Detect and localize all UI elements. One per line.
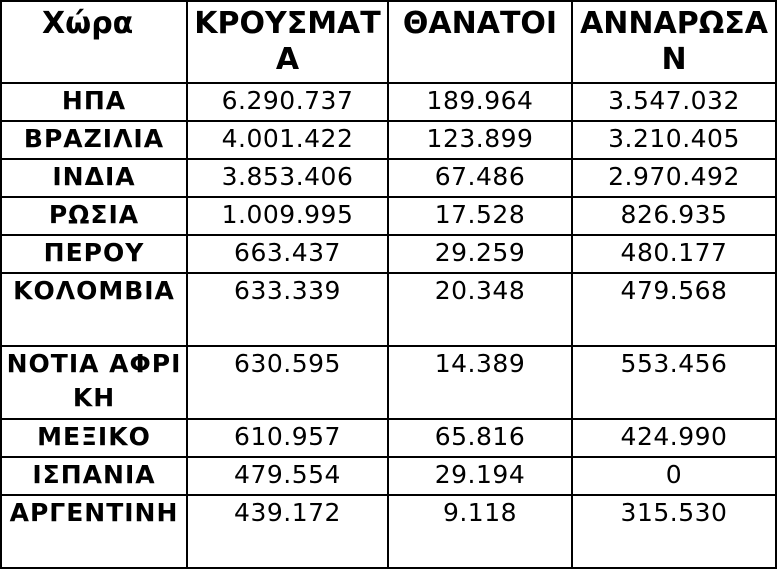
- country-cell: ΗΠΑ: [0, 82, 188, 122]
- header-country: Χώρα: [0, 0, 188, 84]
- country-cell: ΑΡΓΕΝΤΙΝΗ: [0, 494, 188, 569]
- deaths-cell: 189.964: [387, 82, 573, 122]
- country-cell: ΙΝΔΙΑ: [0, 158, 188, 198]
- table-row: ΠΕΡΟΥ 663.437 29.259 480.177: [0, 234, 777, 274]
- deaths-cell: 29.259: [387, 234, 573, 274]
- cases-cell: 439.172: [186, 494, 389, 569]
- table-row: ΙΝΔΙΑ 3.853.406 67.486 2.970.492: [0, 158, 777, 198]
- deaths-cell: 67.486: [387, 158, 573, 198]
- cases-cell: 6.290.737: [186, 82, 389, 122]
- table-row: ΒΡΑΖΙΛΙΑ 4.001.422 123.899 3.210.405: [0, 120, 777, 160]
- deaths-cell: 14.389: [387, 345, 573, 420]
- table-row: ΚΟΛΟΜΒΙΑ 633.339 20.348 479.568: [0, 272, 777, 347]
- cases-cell: 663.437: [186, 234, 389, 274]
- header-deaths: ΘΑΝΑΤΟΙ: [387, 0, 573, 84]
- recovered-cell: 553.456: [571, 345, 777, 420]
- country-cell: ΜΕΞΙΚΟ: [0, 418, 188, 458]
- table-body: ΗΠΑ 6.290.737 189.964 3.547.032 ΒΡΑΖΙΛΙΑ…: [0, 82, 777, 569]
- table-row: ΜΕΞΙΚΟ 610.957 65.816 424.990: [0, 418, 777, 458]
- deaths-cell: 123.899: [387, 120, 573, 160]
- recovered-cell: 826.935: [571, 196, 777, 236]
- table-row: ΙΣΠΑΝΙΑ 479.554 29.194 0: [0, 456, 777, 496]
- country-cell: ΠΕΡΟΥ: [0, 234, 188, 274]
- recovered-cell: 480.177: [571, 234, 777, 274]
- header-row: Χώρα ΚΡΟΥΣΜΑΤΑ ΘΑΝΑΤΟΙ ΑΝΝΑΡΩΣΑΝ: [0, 0, 777, 84]
- table-row: ΑΡΓΕΝΤΙΝΗ 439.172 9.118 315.530: [0, 494, 777, 569]
- deaths-cell: 17.528: [387, 196, 573, 236]
- cases-cell: 3.853.406: [186, 158, 389, 198]
- recovered-cell: 424.990: [571, 418, 777, 458]
- recovered-cell: 3.210.405: [571, 120, 777, 160]
- cases-cell: 479.554: [186, 456, 389, 496]
- cases-cell: 610.957: [186, 418, 389, 458]
- recovered-cell: 479.568: [571, 272, 777, 347]
- country-cell: ΒΡΑΖΙΛΙΑ: [0, 120, 188, 160]
- header-recovered: ΑΝΝΑΡΩΣΑΝ: [571, 0, 777, 84]
- deaths-cell: 20.348: [387, 272, 573, 347]
- country-cell: ΝΟΤΙΑ ΑΦΡΙΚΗ: [0, 345, 188, 420]
- cases-cell: 630.595: [186, 345, 389, 420]
- table-header: Χώρα ΚΡΟΥΣΜΑΤΑ ΘΑΝΑΤΟΙ ΑΝΝΑΡΩΣΑΝ: [0, 0, 777, 84]
- cases-cell: 4.001.422: [186, 120, 389, 160]
- cases-cell: 1.009.995: [186, 196, 389, 236]
- cases-cell: 633.339: [186, 272, 389, 347]
- country-cell: ΚΟΛΟΜΒΙΑ: [0, 272, 188, 347]
- table-row: ΗΠΑ 6.290.737 189.964 3.547.032: [0, 82, 777, 122]
- header-cases: ΚΡΟΥΣΜΑΤΑ: [186, 0, 389, 84]
- country-cell: ΙΣΠΑΝΙΑ: [0, 456, 188, 496]
- recovered-cell: 315.530: [571, 494, 777, 569]
- country-cell: ΡΩΣΙΑ: [0, 196, 188, 236]
- deaths-cell: 65.816: [387, 418, 573, 458]
- recovered-cell: 0: [571, 456, 777, 496]
- deaths-cell: 29.194: [387, 456, 573, 496]
- recovered-cell: 3.547.032: [571, 82, 777, 122]
- deaths-cell: 9.118: [387, 494, 573, 569]
- table-row: ΡΩΣΙΑ 1.009.995 17.528 826.935: [0, 196, 777, 236]
- recovered-cell: 2.970.492: [571, 158, 777, 198]
- table-row: ΝΟΤΙΑ ΑΦΡΙΚΗ 630.595 14.389 553.456: [0, 345, 777, 420]
